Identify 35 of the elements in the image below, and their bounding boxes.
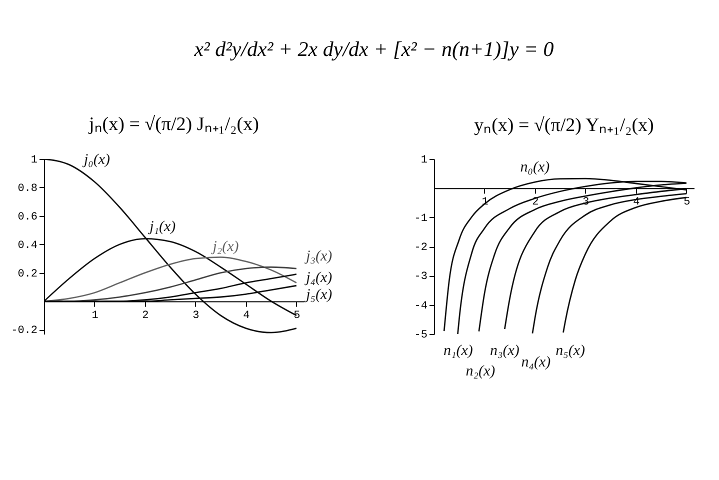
- x-tick-label: 2: [142, 310, 149, 322]
- y-tick-label: 1: [420, 154, 428, 166]
- y-tick-label: -1: [414, 212, 428, 225]
- series-label: j₅(x): [304, 287, 332, 304]
- series-label: j₄(x): [304, 270, 332, 286]
- y-tick-label: 0.2: [18, 268, 38, 280]
- y-tick-label: -5: [414, 330, 428, 342]
- series-label: n₀(x): [520, 159, 550, 176]
- y-tick-label: 0.6: [18, 211, 38, 224]
- y-tick-label: -2: [414, 242, 428, 254]
- series-label: n₃(x): [490, 343, 520, 360]
- y-tick-label: -0.2: [11, 325, 38, 338]
- x-tick-label: 1: [92, 310, 99, 322]
- y-tick-label: 1: [30, 154, 38, 166]
- chart-title: jₙ(x) = √(π/2) Jₙ₊₁/₂(x): [88, 114, 259, 135]
- text: x² d²y/dx² + 2x dy/dx + [x² − n(n+1)]y = 0: [193, 37, 554, 61]
- y-tick-label: 0.4: [18, 240, 38, 252]
- series-label: j₂(x): [210, 238, 239, 255]
- x-tick-label: 2: [532, 196, 539, 209]
- series-label: n₁(x): [444, 343, 473, 360]
- series-label: j₃(x): [304, 248, 332, 265]
- text: n₂(x): [466, 363, 496, 380]
- y-tick-label: -3: [414, 271, 428, 284]
- chart-title: yₙ(x) = √(π/2) Yₙ₊₁/₂(x): [474, 115, 654, 136]
- series-label: j₁(x): [148, 218, 176, 235]
- x-tick-label: 5: [294, 310, 300, 322]
- series-label: j₀(x): [82, 152, 110, 168]
- x-tick-label: 4: [243, 310, 250, 322]
- y-tick-label: -4: [414, 300, 428, 312]
- y-tick-label: 0.8: [18, 182, 38, 195]
- series-label: n₅(x): [556, 343, 585, 360]
- x-tick-label: 3: [192, 310, 200, 322]
- x-tick-label: 5: [684, 196, 690, 209]
- x-tick-label: 4: [633, 196, 640, 209]
- series-label: n₄(x): [521, 354, 551, 371]
